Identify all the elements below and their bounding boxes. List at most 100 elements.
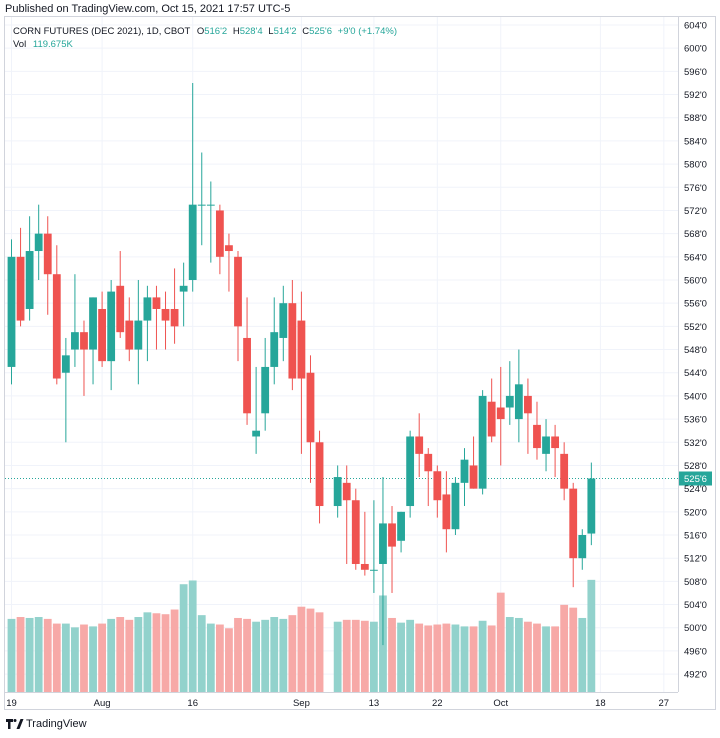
- volume-bar: [143, 612, 152, 692]
- candle: [34, 204, 43, 281]
- time-tick-label: 18: [595, 698, 606, 709]
- candles: [7, 82, 596, 646]
- candle-body: [270, 332, 279, 367]
- volume-bar: [107, 618, 116, 692]
- candle: [360, 511, 369, 576]
- candle: [415, 413, 424, 478]
- volume-bar: [179, 584, 188, 692]
- candle: [179, 262, 188, 327]
- price-tick-label: 564'0: [684, 252, 707, 263]
- time-tick-label: Sep: [293, 698, 310, 709]
- candle-body: [170, 308, 179, 327]
- candle: [43, 216, 52, 315]
- candle-body: [279, 303, 288, 338]
- candle-body: [542, 436, 550, 454]
- candle: [197, 152, 206, 246]
- candle-body: [424, 453, 433, 472]
- candle: [514, 349, 523, 443]
- candle-body: [397, 511, 405, 541]
- candlestick-chart[interactable]: 492'0 496'0 500'0 504'0 508'0 512'0 516'0 520'0…: [0, 0, 720, 712]
- volume-bar: [460, 626, 469, 692]
- footer-bar: TradingView: [0, 712, 720, 738]
- candle: [587, 462, 596, 546]
- candle-body: [7, 256, 16, 367]
- candle-body: [297, 320, 306, 379]
- price-tick-label: 560'0: [684, 276, 707, 287]
- candle: [125, 297, 134, 362]
- volume-bar: [370, 621, 378, 692]
- volume-bar: [188, 580, 197, 692]
- candle: [16, 227, 25, 327]
- price-tick-label: 520'0: [684, 507, 707, 518]
- candle-body: [34, 233, 43, 252]
- volume-bar: [514, 617, 523, 692]
- candle-body: [315, 442, 324, 507]
- candle: [143, 285, 152, 362]
- time-tick-label: 27: [659, 698, 670, 709]
- tradingview-logo-icon[interactable]: [6, 719, 24, 731]
- candle: [134, 280, 143, 385]
- volume-bar: [170, 609, 179, 692]
- candle-body: [252, 430, 261, 437]
- candle: [469, 436, 478, 489]
- candle-body: [587, 478, 596, 534]
- volume-bar: [197, 615, 206, 692]
- candle: [116, 251, 125, 338]
- candle-body: [143, 297, 152, 321]
- candle: [487, 378, 496, 443]
- tradingview-brand[interactable]: TradingView: [26, 718, 87, 730]
- candle: [279, 285, 288, 362]
- candle: [61, 337, 70, 443]
- time-tick-label: 16: [187, 698, 198, 709]
- candle: [379, 477, 387, 646]
- time-tick-label: 19: [6, 698, 17, 709]
- price-tick-label: 536'0: [684, 415, 707, 426]
- price-tick-label: 548'0: [684, 345, 707, 356]
- candle-body: [342, 482, 351, 501]
- volume-legend: Vol 119.675K: [13, 39, 73, 50]
- volume-bar: [252, 621, 261, 692]
- volume-bar: [560, 604, 569, 692]
- symbol-label: CORN FUTURES (DEC 2021), 1D, CBOT: [13, 26, 191, 37]
- candle: [478, 390, 487, 495]
- volume-bar: [270, 617, 279, 692]
- candle-body: [206, 204, 215, 206]
- candle: [252, 366, 261, 454]
- last-price-badge: 525'6: [679, 471, 712, 486]
- published-caption: Published on TradingView.com, Oct 15, 20…: [5, 3, 291, 15]
- price-tick-label: 504'0: [684, 600, 707, 611]
- volume-bar: [505, 617, 514, 692]
- candle-body: [415, 436, 424, 454]
- candle-body: [261, 366, 270, 414]
- candle: [533, 401, 541, 460]
- time-axis: 19 Aug 16 Sep 13 22 Oct 18 27: [5, 692, 678, 709]
- candle: [315, 430, 324, 524]
- candle-body: [306, 372, 315, 443]
- candle-body: [514, 384, 523, 420]
- price-tick-label: 528'0: [684, 461, 707, 472]
- volume-bar: [71, 627, 79, 692]
- candle-body: [379, 523, 387, 564]
- volume-bar: [52, 623, 61, 692]
- candle-body: [578, 535, 587, 559]
- candle-body: [188, 204, 197, 281]
- volume-bar: [243, 618, 251, 692]
- candle: [288, 280, 297, 391]
- volume-bar: [306, 608, 315, 692]
- volume-bar: [34, 617, 43, 692]
- price-tick-label: 524'0: [684, 484, 707, 495]
- open-label: O: [196, 26, 205, 37]
- candle: [225, 233, 233, 292]
- candle-body: [388, 523, 396, 547]
- volume-bar: [487, 625, 496, 692]
- volume-bar: [442, 623, 451, 692]
- candle-body: [234, 256, 242, 327]
- price-tick-label: 572'0: [684, 206, 707, 217]
- candle-body: [179, 285, 188, 292]
- volume-bar: [315, 612, 324, 692]
- high-value: 528'4: [239, 26, 263, 37]
- candle: [460, 448, 469, 507]
- candle: [551, 424, 559, 478]
- price-tick-label: 600'0: [684, 44, 707, 55]
- price-axis: 492'0 496'0 500'0 504'0 508'0 512'0 516'0 520'0…: [678, 17, 712, 692]
